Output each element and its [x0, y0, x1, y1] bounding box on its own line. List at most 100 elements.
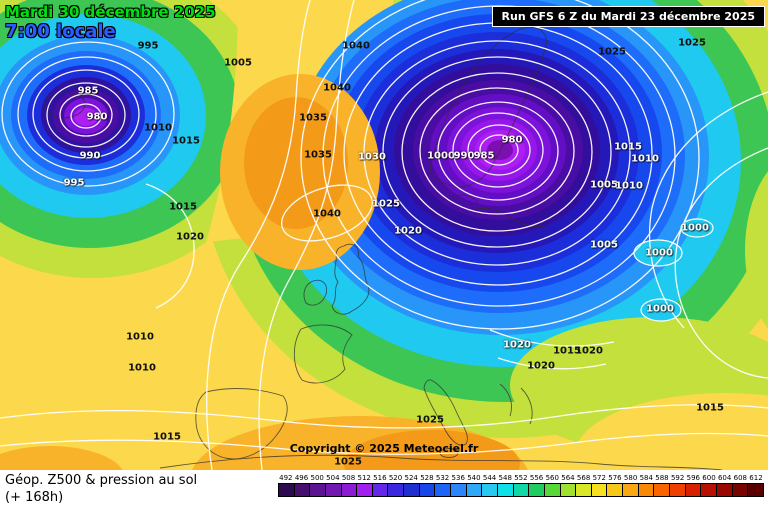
scale-cell [670, 484, 686, 496]
scale-cell [576, 484, 592, 496]
scale-cell [748, 484, 763, 496]
copyright: Copyright © 2025 Meteociel.fr [289, 442, 479, 455]
scale-value: 568 [576, 474, 591, 482]
pressure-label: 1015 [172, 135, 200, 147]
pressure-label: 1040 [323, 82, 351, 94]
scale-cell [544, 484, 561, 496]
scale-value: 580 [623, 474, 638, 482]
scale-cell [513, 484, 530, 496]
scale-cell [607, 484, 624, 496]
scale-value: 608 [733, 474, 747, 482]
scale-cell [325, 484, 342, 496]
pressure-label: 1030 [358, 151, 386, 163]
pressure-label: 1040 [342, 40, 370, 52]
scale-cell [466, 484, 483, 496]
scale-value: 548 [498, 474, 512, 482]
pressure-label: 1040 [313, 208, 341, 220]
coastlines [43, 26, 723, 470]
scale-value: 536 [451, 474, 465, 482]
scale-value: 564 [561, 474, 575, 482]
scale-cell [310, 484, 326, 496]
pressure-label: 1005 [590, 179, 618, 191]
map-title: Géop. Z500 & pression au sol [5, 473, 198, 488]
pressure-label: 1000 [427, 150, 455, 162]
pressure-label: 1015 [153, 431, 181, 443]
weather-map-graphic [0, 0, 768, 470]
pressure-label: 1010 [144, 122, 172, 134]
scale-value: 528 [420, 474, 434, 482]
pressure-label: 990 [453, 150, 475, 162]
pressure-label: 995 [137, 40, 159, 52]
scale-cell [701, 484, 717, 496]
scale-value: 524 [404, 474, 418, 482]
pressure-label: 1010 [631, 153, 659, 165]
pressure-label: 1005 [224, 57, 252, 69]
pressure-label: 1000 [646, 303, 674, 315]
scale-cell [638, 484, 655, 496]
pressure-labels-layer: 1015 995 1005 1040 1040 985 980 990 995 1010 1015 1… [54, 27, 724, 468]
forecast-offset: (+ 168h) [5, 490, 64, 505]
pressure-label: 1015 [169, 201, 197, 213]
scale-value: 592 [670, 474, 685, 482]
scale-cell [560, 484, 577, 496]
pressure-label: 1015 [553, 345, 581, 357]
scale-cell [388, 484, 405, 496]
scale-cell [294, 484, 311, 496]
scale-cell [685, 484, 702, 496]
pressure-label: 1035 [299, 112, 327, 124]
scale-value: 532 [435, 474, 450, 482]
scale-value: 596 [686, 474, 700, 482]
scale-cell [654, 484, 671, 496]
pressure-label: 1020 [575, 345, 603, 357]
pressure-label: 1020 [394, 225, 422, 237]
scale-cell [716, 484, 733, 496]
scale-value: 492 [279, 474, 293, 482]
pressure-label: 1015 [696, 402, 724, 414]
scale-value: 520 [388, 474, 403, 482]
forecast-date: Mardi 30 décembre 2025 [5, 3, 216, 21]
scale-value: 544 [482, 474, 497, 482]
scale-cell [357, 484, 373, 496]
pressure-label: 1025 [598, 46, 626, 58]
pressure-label: 1035 [304, 149, 332, 161]
scale-cell [451, 484, 467, 496]
pressure-label: 1025 [678, 37, 706, 49]
scale-value: 500 [310, 474, 324, 482]
pressure-label: 995 [63, 177, 85, 189]
scale-cell [279, 484, 295, 496]
forecast-time: 7:00 locale [5, 21, 116, 42]
scale-value: 584 [639, 474, 653, 482]
pressure-label: 1010 [128, 362, 156, 374]
scale-value: 588 [655, 474, 669, 482]
pressure-label: 985 [473, 150, 495, 162]
scale-value: 612 [749, 474, 763, 482]
scale-value: 516 [373, 474, 387, 482]
scale-value: 572 [592, 474, 606, 482]
pressure-field-fills [0, 0, 768, 470]
pressure-label: 1015 [54, 27, 82, 39]
scale-cell [435, 484, 452, 496]
pressure-label: 1020 [527, 360, 555, 372]
scale-cell [623, 484, 639, 496]
scale-cell [419, 484, 436, 496]
pressure-label: 1010 [126, 331, 154, 343]
pressure-label: 1025 [416, 414, 444, 426]
pressure-label: 1020 [176, 231, 204, 243]
pressure-label: 980 [86, 111, 108, 123]
scale-value: 552 [514, 474, 528, 482]
pressure-label: 1000 [681, 222, 709, 234]
pressure-label: 980 [501, 134, 523, 146]
scale-value: 556 [529, 474, 544, 482]
scale-values: 492 496 500 504 508 512 516 520 524 528 532 536 540 5… [278, 474, 764, 482]
pressure-label: 985 [77, 85, 99, 97]
scale-value: 560 [545, 474, 559, 482]
scale-value: 512 [357, 474, 371, 482]
scale-cell [529, 484, 545, 496]
pressure-label: 1010 [615, 180, 643, 192]
pressure-label: 1005 [590, 239, 618, 251]
scale-cell [497, 484, 514, 496]
scale-cell [482, 484, 498, 496]
scale-bar [278, 483, 764, 497]
scale-cell [372, 484, 389, 496]
